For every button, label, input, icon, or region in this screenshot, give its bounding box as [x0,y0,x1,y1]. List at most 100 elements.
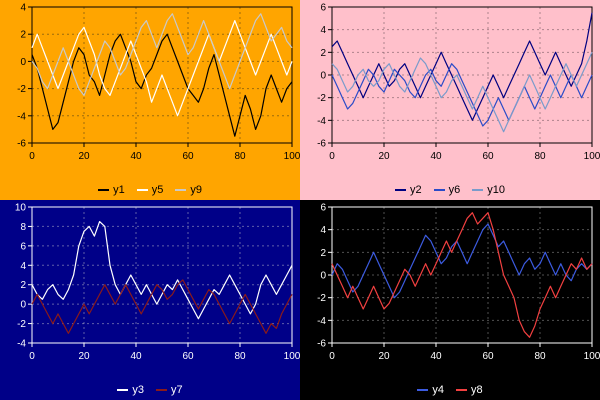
y-tick-label: 2 [320,48,326,59]
x-tick-label: 60 [482,151,494,162]
legend-dash-y7 [156,389,167,391]
chart-legend: y4 y8 [300,384,600,396]
legend-item-y3: y3 [117,384,144,396]
x-tick-label: 20 [78,151,90,162]
x-tick-label: 40 [130,351,142,362]
x-tick-label: 40 [430,351,442,362]
legend-dash-y3 [117,389,129,391]
legend-label-y1: y1 [113,184,125,196]
y-tick-label: 2 [20,30,26,41]
legend-label-y3: y3 [132,384,144,396]
y-tick-label: 0 [320,271,326,282]
legend-label-y10: y10 [487,184,505,196]
legend-item-y8: y8 [456,384,483,396]
legend-label-y5: y5 [151,184,164,196]
legend-dash-y5 [136,189,148,191]
x-tick-label: 80 [234,151,246,162]
legend-item-y6: y6 [433,184,461,196]
x-tick-label: 0 [329,151,335,162]
x-tick-label: 0 [329,351,335,362]
series-line-y3 [31,221,293,320]
x-tick-label: 100 [584,351,600,362]
legend-dash-y4 [417,389,429,391]
y-tick-label: -2 [17,319,26,330]
x-tick-label: 20 [378,151,390,162]
legend-item-y10: y10 [472,184,505,196]
legend-item-y5: y5 [136,184,164,196]
x-tick-label: 20 [378,351,390,362]
x-tick-label: 100 [284,351,300,362]
legend-dash-y8 [456,389,467,391]
series-line-y8 [331,212,593,338]
legend-item-y2: y2 [395,184,422,196]
series-line-y6 [331,63,593,127]
x-tick-label: 0 [29,351,35,362]
x-tick-label: 40 [430,151,442,162]
y-tick-label: -4 [17,111,26,122]
x-tick-label: 40 [130,151,142,162]
y-tick-label: 8 [20,222,26,233]
series-line-y2 [331,12,593,121]
x-tick-label: 0 [29,151,35,162]
y-tick-label: -2 [317,293,326,304]
chart-legend: y1 y5 y9 [0,184,300,196]
y-tick-label: -6 [17,139,26,150]
y-tick-label: 4 [320,225,326,236]
chart-panel-bottom-left: 0 20 40 60 80 100 10 8 6 4 2 0 -2 -4 y3 y7 [0,200,300,400]
series-line-y9 [31,13,293,97]
y-tick-label: -2 [17,84,26,95]
chart-panel-top-left: 0 20 40 60 80 100 4 2 0 -2 -4 -6 y1 y5 y9 [0,0,300,200]
y-tick-label: 6 [320,3,326,14]
legend-label-y6: y6 [448,184,461,196]
y-tick-label: 2 [320,248,326,259]
legend-item-y1: y1 [98,184,125,196]
series-line-y1 [31,33,293,137]
legend-item-y7: y7 [156,384,183,396]
x-tick-label: 60 [482,351,494,362]
y-tick-label: 0 [20,300,26,311]
legend-label-y7: y7 [171,384,183,396]
legend-label-y4: y4 [432,384,444,396]
x-tick-label: 20 [78,351,90,362]
chart-legend: y2 y6 y10 [300,184,600,196]
y-tick-label: 0 [320,71,326,82]
y-tick-label: -4 [317,316,326,327]
legend-dash-y6 [433,189,445,191]
series-line-y7 [31,279,293,334]
x-tick-label: 80 [534,151,546,162]
series-line-y10 [331,52,593,133]
legend-dash-y2 [395,189,406,191]
y-tick-label: 6 [20,241,26,252]
x-tick-label: 80 [534,351,546,362]
y-tick-label: -6 [317,139,326,150]
y-tick-label: 4 [20,3,26,14]
legend-dash-y9 [175,189,187,191]
x-tick-label: 60 [182,151,194,162]
legend-label-y2: y2 [410,184,422,196]
chart-panel-top-right: 0 20 40 60 80 100 6 4 2 0 -2 -4 -6 y2 y6 y10 [300,0,600,200]
y-tick-label: 2 [20,280,26,291]
y-tick-label: 10 [15,203,27,214]
legend-dash-y10 [472,189,484,191]
y-tick-label: 4 [320,25,326,36]
x-tick-label: 100 [284,151,300,162]
legend-item-y4: y4 [417,384,444,396]
chart-panel-bottom-right: 0 20 40 60 80 100 6 4 2 0 -2 -4 -6 y4 y8 [300,200,600,400]
legend-label-y8: y8 [471,384,483,396]
y-tick-label: -4 [317,116,326,127]
y-tick-label: -4 [17,339,26,350]
y-tick-label: -6 [317,339,326,350]
x-tick-label: 60 [182,351,194,362]
series-line-y4 [331,223,593,299]
legend-dash-y1 [98,189,110,191]
x-tick-label: 80 [234,351,246,362]
series-line-y5 [31,20,293,117]
y-tick-label: 4 [20,261,26,272]
y-tick-label: -2 [317,93,326,104]
legend-label-y9: y9 [190,184,202,196]
x-tick-label: 100 [584,151,600,162]
